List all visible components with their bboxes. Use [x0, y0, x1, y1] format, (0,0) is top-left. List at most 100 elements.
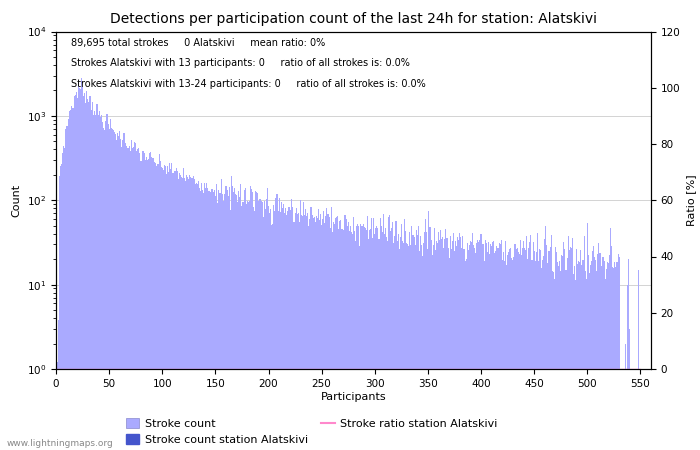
Bar	[63, 146, 64, 450]
Bar	[610, 228, 611, 450]
Bar	[253, 207, 254, 450]
Bar	[538, 261, 539, 450]
Bar	[161, 166, 162, 450]
Bar	[512, 260, 513, 450]
Bar	[322, 219, 323, 450]
Bar	[315, 222, 316, 450]
Bar	[492, 243, 493, 450]
Bar	[324, 223, 326, 450]
Bar	[486, 252, 488, 450]
Bar	[176, 171, 178, 450]
Bar	[207, 189, 209, 450]
Bar	[601, 256, 603, 450]
Bar	[281, 202, 282, 450]
Bar	[472, 233, 473, 450]
Bar	[580, 250, 582, 450]
Bar	[104, 130, 106, 450]
Bar	[275, 198, 276, 450]
Bar	[477, 239, 478, 450]
Bar	[381, 226, 382, 450]
Bar	[198, 181, 199, 450]
Bar	[305, 208, 306, 450]
Bar	[505, 241, 506, 450]
Bar	[133, 147, 134, 450]
Bar	[134, 142, 135, 450]
Bar	[77, 98, 78, 450]
Bar	[330, 207, 332, 450]
Bar	[166, 174, 167, 450]
Bar	[524, 248, 525, 450]
Bar	[312, 215, 313, 450]
Bar	[106, 114, 108, 450]
Bar	[457, 237, 458, 450]
Bar	[349, 231, 350, 450]
Bar	[574, 266, 575, 450]
Bar	[420, 236, 421, 450]
Bar	[196, 183, 197, 450]
Bar	[82, 87, 83, 450]
Bar	[421, 244, 422, 450]
Bar	[354, 231, 355, 450]
Bar	[227, 190, 228, 450]
Bar	[236, 195, 237, 450]
Bar	[529, 242, 531, 450]
Bar	[518, 252, 519, 450]
Bar	[284, 213, 285, 450]
Bar	[266, 199, 267, 450]
Bar	[418, 226, 419, 450]
Bar	[624, 369, 625, 450]
Bar	[377, 228, 379, 450]
Bar	[256, 192, 258, 450]
Bar	[258, 202, 260, 450]
Bar	[348, 221, 349, 450]
Bar	[297, 214, 298, 450]
Bar	[416, 235, 418, 450]
Bar	[83, 95, 84, 450]
Bar	[153, 158, 154, 450]
Bar	[432, 255, 433, 450]
Bar	[459, 233, 461, 450]
Bar	[144, 153, 145, 450]
Y-axis label: Ratio [%]: Ratio [%]	[686, 175, 696, 226]
Bar	[182, 179, 183, 450]
Bar	[250, 186, 251, 450]
Bar	[593, 246, 594, 450]
Bar	[423, 243, 424, 450]
Bar	[183, 168, 184, 450]
Bar	[394, 236, 395, 450]
Bar	[629, 329, 630, 450]
Bar	[589, 273, 590, 450]
Bar	[638, 270, 639, 450]
Bar	[617, 254, 619, 450]
Bar	[289, 207, 290, 450]
Bar	[395, 220, 396, 450]
Bar	[558, 266, 559, 450]
Bar	[351, 233, 352, 450]
Bar	[334, 224, 335, 450]
Bar	[561, 255, 562, 450]
Bar	[277, 212, 279, 450]
Bar	[164, 165, 165, 450]
Bar	[199, 188, 200, 450]
Bar	[187, 177, 188, 450]
Bar	[92, 115, 94, 450]
Bar	[337, 216, 338, 450]
Bar	[631, 369, 632, 450]
Bar	[452, 241, 453, 450]
Bar	[85, 104, 86, 450]
Bar	[240, 184, 241, 450]
Bar	[555, 247, 556, 450]
Bar	[262, 217, 264, 450]
Bar	[517, 248, 518, 450]
Bar	[241, 207, 242, 450]
Bar	[533, 251, 535, 450]
Bar	[439, 240, 440, 450]
Bar	[186, 175, 187, 450]
Bar	[230, 210, 231, 450]
Bar	[67, 126, 68, 450]
Bar	[433, 245, 434, 450]
Bar	[389, 215, 390, 450]
Bar	[514, 244, 515, 450]
Bar	[463, 249, 465, 450]
Bar	[123, 133, 125, 450]
